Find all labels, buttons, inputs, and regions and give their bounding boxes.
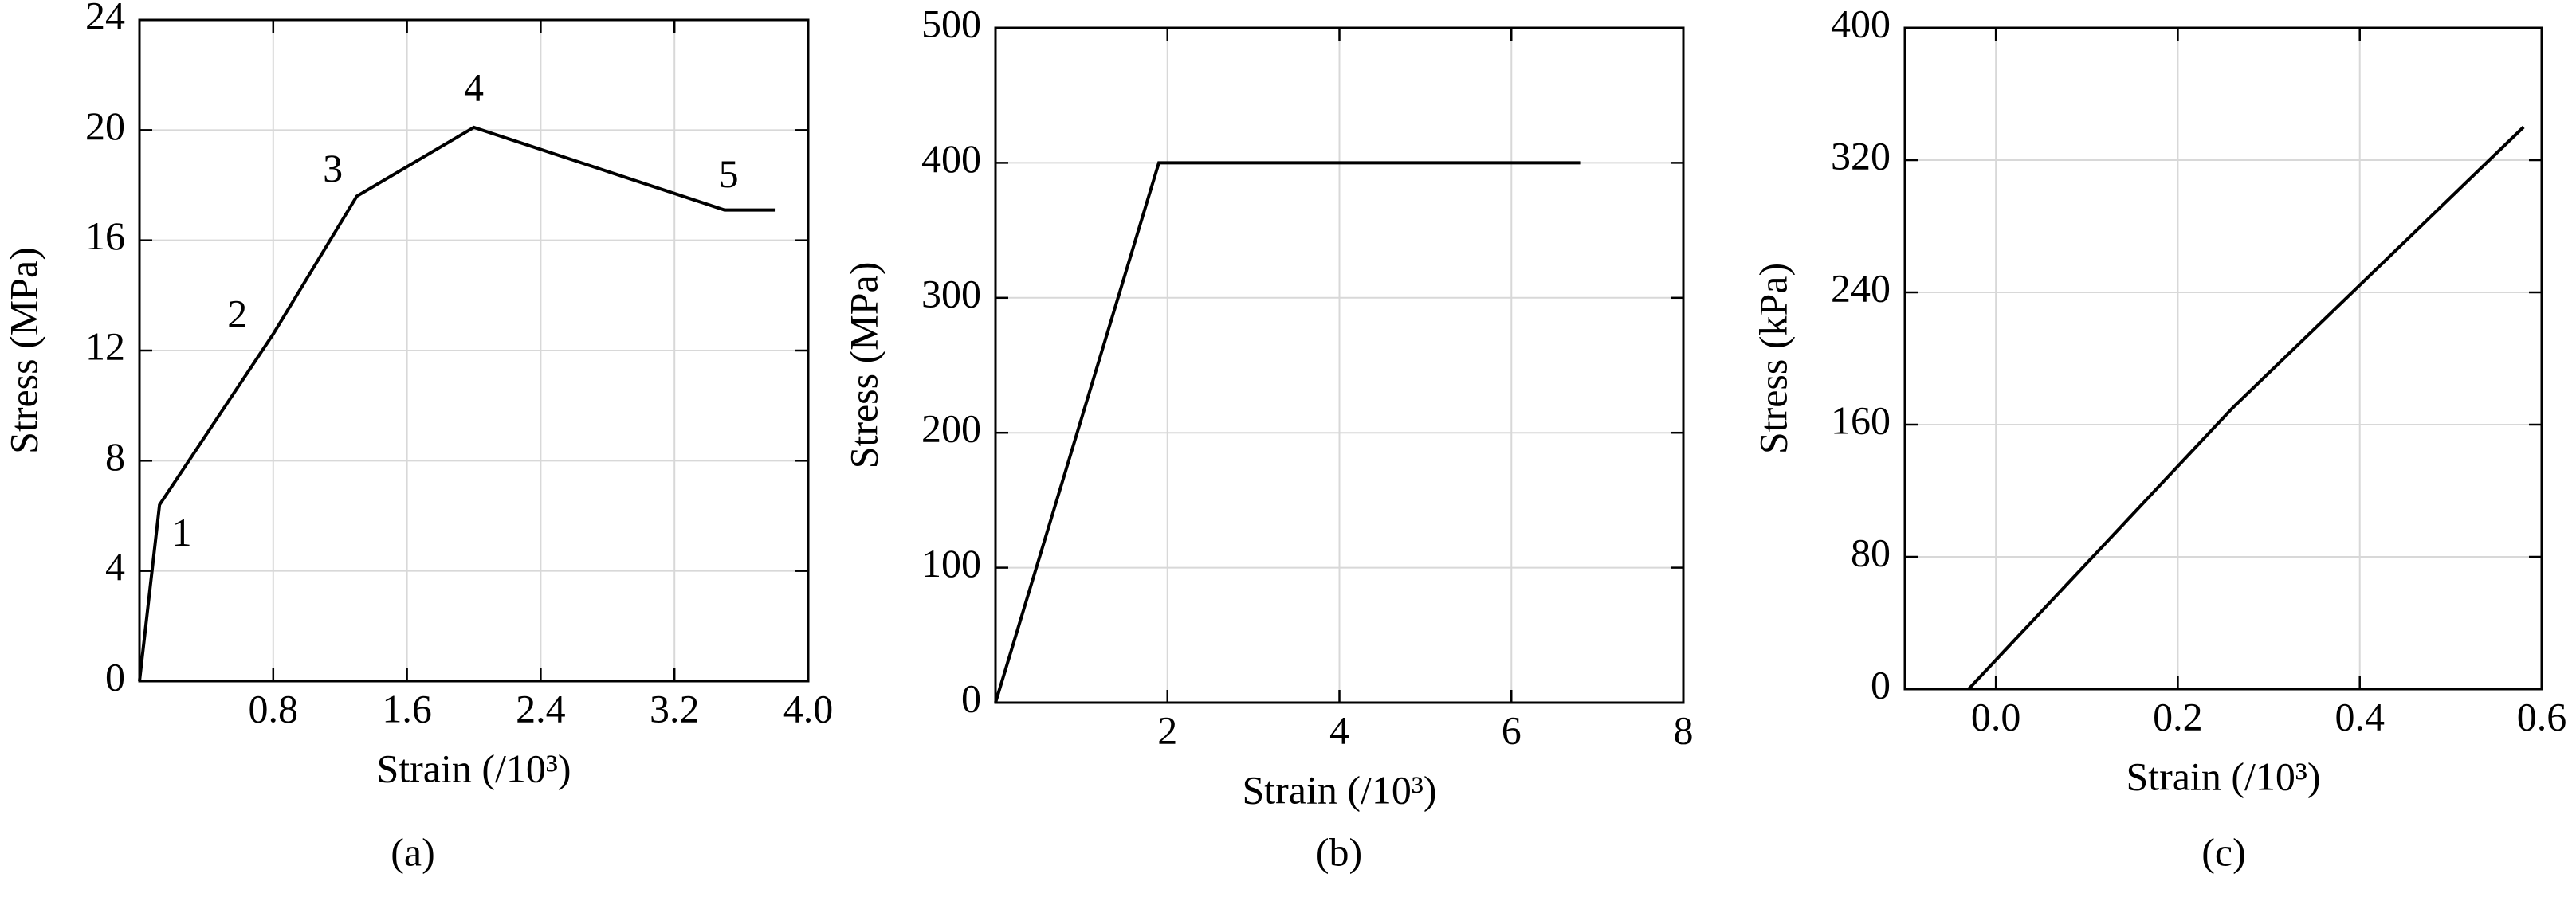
data-line bbox=[994, 161, 1581, 703]
y-tick-label: 24 bbox=[85, 0, 125, 37]
annotation: 5 bbox=[719, 151, 739, 196]
x-tick-label: 2 bbox=[1157, 707, 1177, 752]
y-axis-label: Stress (MPa) bbox=[841, 262, 886, 469]
data-line bbox=[138, 125, 776, 682]
y-tick-label: 300 bbox=[921, 271, 981, 315]
x-tick-label: 6 bbox=[1502, 707, 1522, 752]
y-tick-label: 0 bbox=[105, 654, 125, 699]
y-tick-label: 4 bbox=[105, 544, 125, 589]
y-tick-label: 16 bbox=[85, 213, 125, 258]
annotation: 2 bbox=[227, 292, 247, 336]
y-axis-label: Stress (kPa) bbox=[1750, 263, 1795, 454]
panel-label: (a) bbox=[391, 829, 435, 874]
y-tick-label: 8 bbox=[105, 434, 125, 479]
x-tick-label: 0.6 bbox=[2517, 694, 2567, 738]
annotation: 3 bbox=[323, 146, 343, 190]
y-tick-label: 80 bbox=[1851, 530, 1891, 574]
y-tick-label: 0 bbox=[961, 676, 981, 720]
x-tick-label: 3.2 bbox=[650, 686, 700, 731]
x-tick-label: 0.4 bbox=[2334, 694, 2385, 738]
x-tick-label: 4.0 bbox=[783, 686, 834, 731]
data-line bbox=[1967, 126, 2525, 691]
y-tick-label: 20 bbox=[85, 104, 125, 148]
x-tick-label: 0.2 bbox=[2153, 694, 2203, 738]
annotation: 1 bbox=[172, 510, 192, 554]
panel-label: (b) bbox=[1316, 829, 1362, 874]
plot-frame bbox=[994, 26, 1685, 704]
annotation: 4 bbox=[464, 65, 484, 109]
y-tick-label: 320 bbox=[1831, 133, 1891, 178]
y-tick-label: 160 bbox=[1831, 398, 1891, 442]
y-tick-label: 0 bbox=[1871, 662, 1891, 707]
panel-label: (c) bbox=[2201, 829, 2246, 874]
x-tick-label: 2.4 bbox=[516, 686, 566, 731]
x-tick-label: 8 bbox=[1674, 707, 1694, 752]
plot-frame bbox=[1903, 26, 2543, 691]
y-tick-label: 100 bbox=[921, 541, 981, 586]
x-tick-label: 0.8 bbox=[249, 686, 299, 731]
x-tick-label: 0.0 bbox=[1971, 694, 2021, 738]
y-axis-label: Stress (MPa) bbox=[1, 247, 45, 454]
y-tick-label: 200 bbox=[921, 406, 981, 451]
y-tick-label: 12 bbox=[85, 323, 125, 368]
plot-frame bbox=[138, 18, 810, 683]
x-tick-label: 4 bbox=[1329, 707, 1349, 752]
x-tick-label: 1.6 bbox=[382, 686, 432, 731]
x-axis-label: Strain (/10³) bbox=[2126, 754, 2320, 798]
y-tick-label: 400 bbox=[1831, 1, 1891, 45]
y-tick-label: 500 bbox=[921, 1, 981, 45]
x-axis-label: Strain (/10³) bbox=[376, 746, 571, 790]
x-axis-label: Strain (/10³) bbox=[1242, 767, 1436, 812]
y-tick-label: 400 bbox=[921, 136, 981, 181]
y-tick-label: 240 bbox=[1831, 265, 1891, 310]
